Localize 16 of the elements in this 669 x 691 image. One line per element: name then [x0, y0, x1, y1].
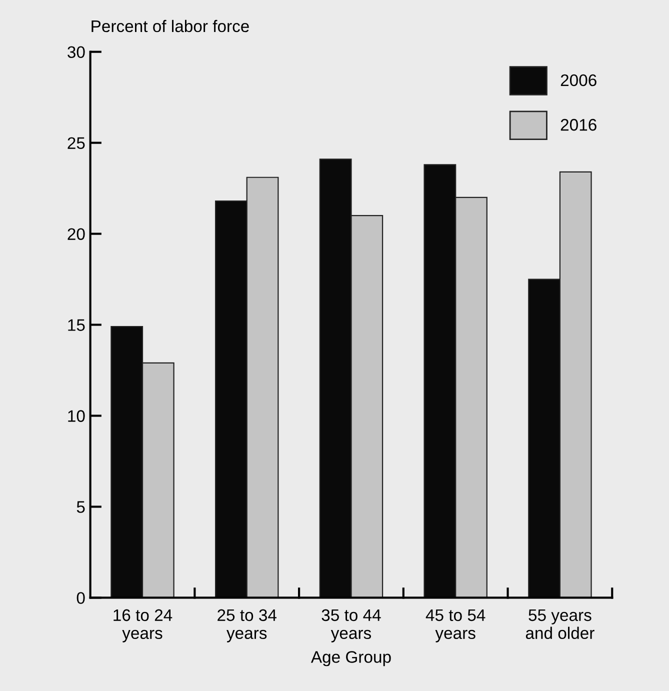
legend-label: 2016 [560, 118, 596, 131]
x-tick-label: 55 years and older [526, 609, 594, 640]
y-tick-label: 10 [68, 410, 85, 422]
x-tick-label: 45 to 54 years [426, 609, 486, 642]
y-tick-label: 15 [68, 319, 85, 331]
y-tick-label: 20 [68, 228, 85, 240]
legend-label: 2006 [560, 74, 596, 86]
y-axis-title: Percent of labor force [92, 20, 249, 32]
y-tick-label: 5 [76, 501, 85, 513]
x-tick-label: 25 to 34 years [218, 609, 276, 642]
y-tick-label: 25 [68, 137, 85, 150]
y-tick-label: 0 [76, 592, 85, 604]
x-axis-title: Age Group [310, 651, 391, 666]
y-tick-label: 30 [68, 46, 85, 58]
x-tick-label: 16 to 24 years [114, 609, 172, 642]
x-tick-label: 35 to 44 years [322, 609, 381, 642]
